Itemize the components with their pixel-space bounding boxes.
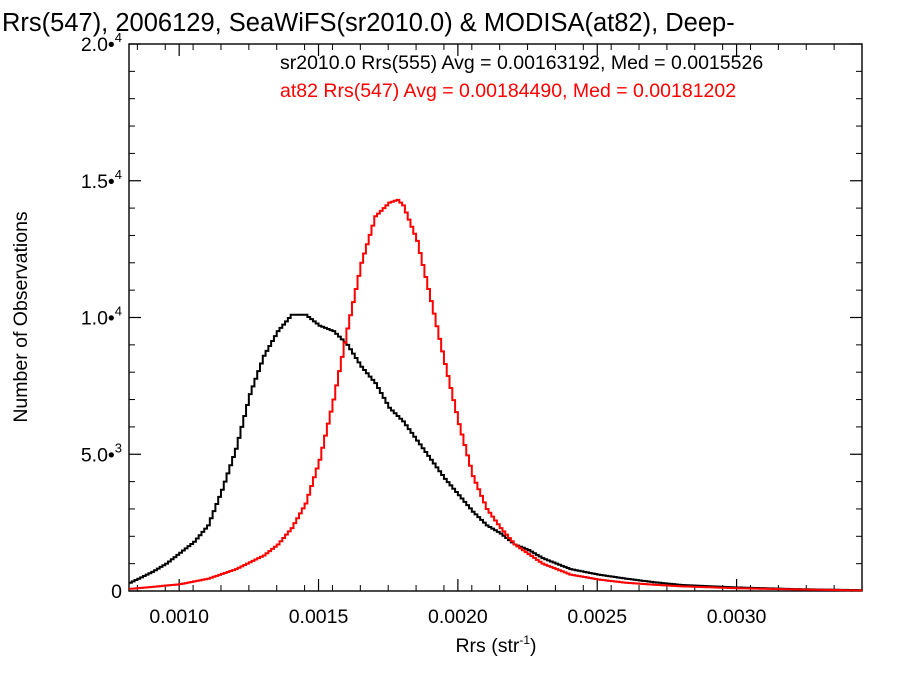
series-line-red — [129, 198, 863, 592]
y-tick-exponent: 4 — [115, 30, 122, 45]
y-tick-label: 2.0•4 — [81, 30, 122, 56]
y-tick-exponent: 3 — [115, 440, 122, 455]
x-axis-label: Rrs (str-1) — [455, 633, 536, 657]
x-axis-label-main: Rrs (str — [455, 635, 519, 657]
x-tick-label: 0.0010 — [149, 606, 209, 628]
chart-title: Rrs(547), 2006129, SeaWiFS(sr2010.0) & M… — [2, 9, 735, 37]
y-tick-label: 5.0•3 — [81, 440, 122, 466]
y-tick-mantissa: 0 — [111, 581, 122, 603]
y-tick-exponent: 4 — [115, 304, 122, 319]
axis-ticks: 0.0010 0.0015 0.0020 0.0025 0.0030 0 5.0•3 1.0•… — [81, 30, 863, 628]
series-line-black — [129, 313, 863, 592]
y-tick-mantissa: 2.0• — [81, 34, 115, 56]
data-series — [129, 198, 863, 592]
x-tick-label: 0.0030 — [707, 606, 767, 628]
y-tick-label: 0 — [111, 581, 122, 603]
y-tick-label: 1.0•4 — [81, 304, 122, 330]
y-tick-mantissa: 1.0• — [81, 308, 115, 330]
x-axis-label-exponent: -1 — [519, 633, 530, 647]
x-tick-label: 0.0015 — [289, 606, 349, 628]
legend-entry-red: at82 Rrs(547) Avg = 0.00184490, Med = 0.… — [280, 80, 736, 102]
plot-frame — [128, 43, 863, 592]
y-tick-mantissa: 1.5• — [81, 171, 115, 193]
x-tick-label: 0.0025 — [567, 606, 627, 628]
y-tick-label: 1.5•4 — [81, 167, 122, 193]
y-tick-mantissa: 5.0• — [81, 444, 115, 466]
x-tick-label: 0.0020 — [428, 606, 488, 628]
y-axis-label: Number of Observations — [10, 211, 32, 423]
x-axis-label-close: ) — [530, 635, 537, 657]
y-tick-exponent: 4 — [115, 167, 122, 182]
legend-entry-black: sr2010.0 Rrs(555) Avg = 0.00163192, Med … — [280, 52, 763, 74]
